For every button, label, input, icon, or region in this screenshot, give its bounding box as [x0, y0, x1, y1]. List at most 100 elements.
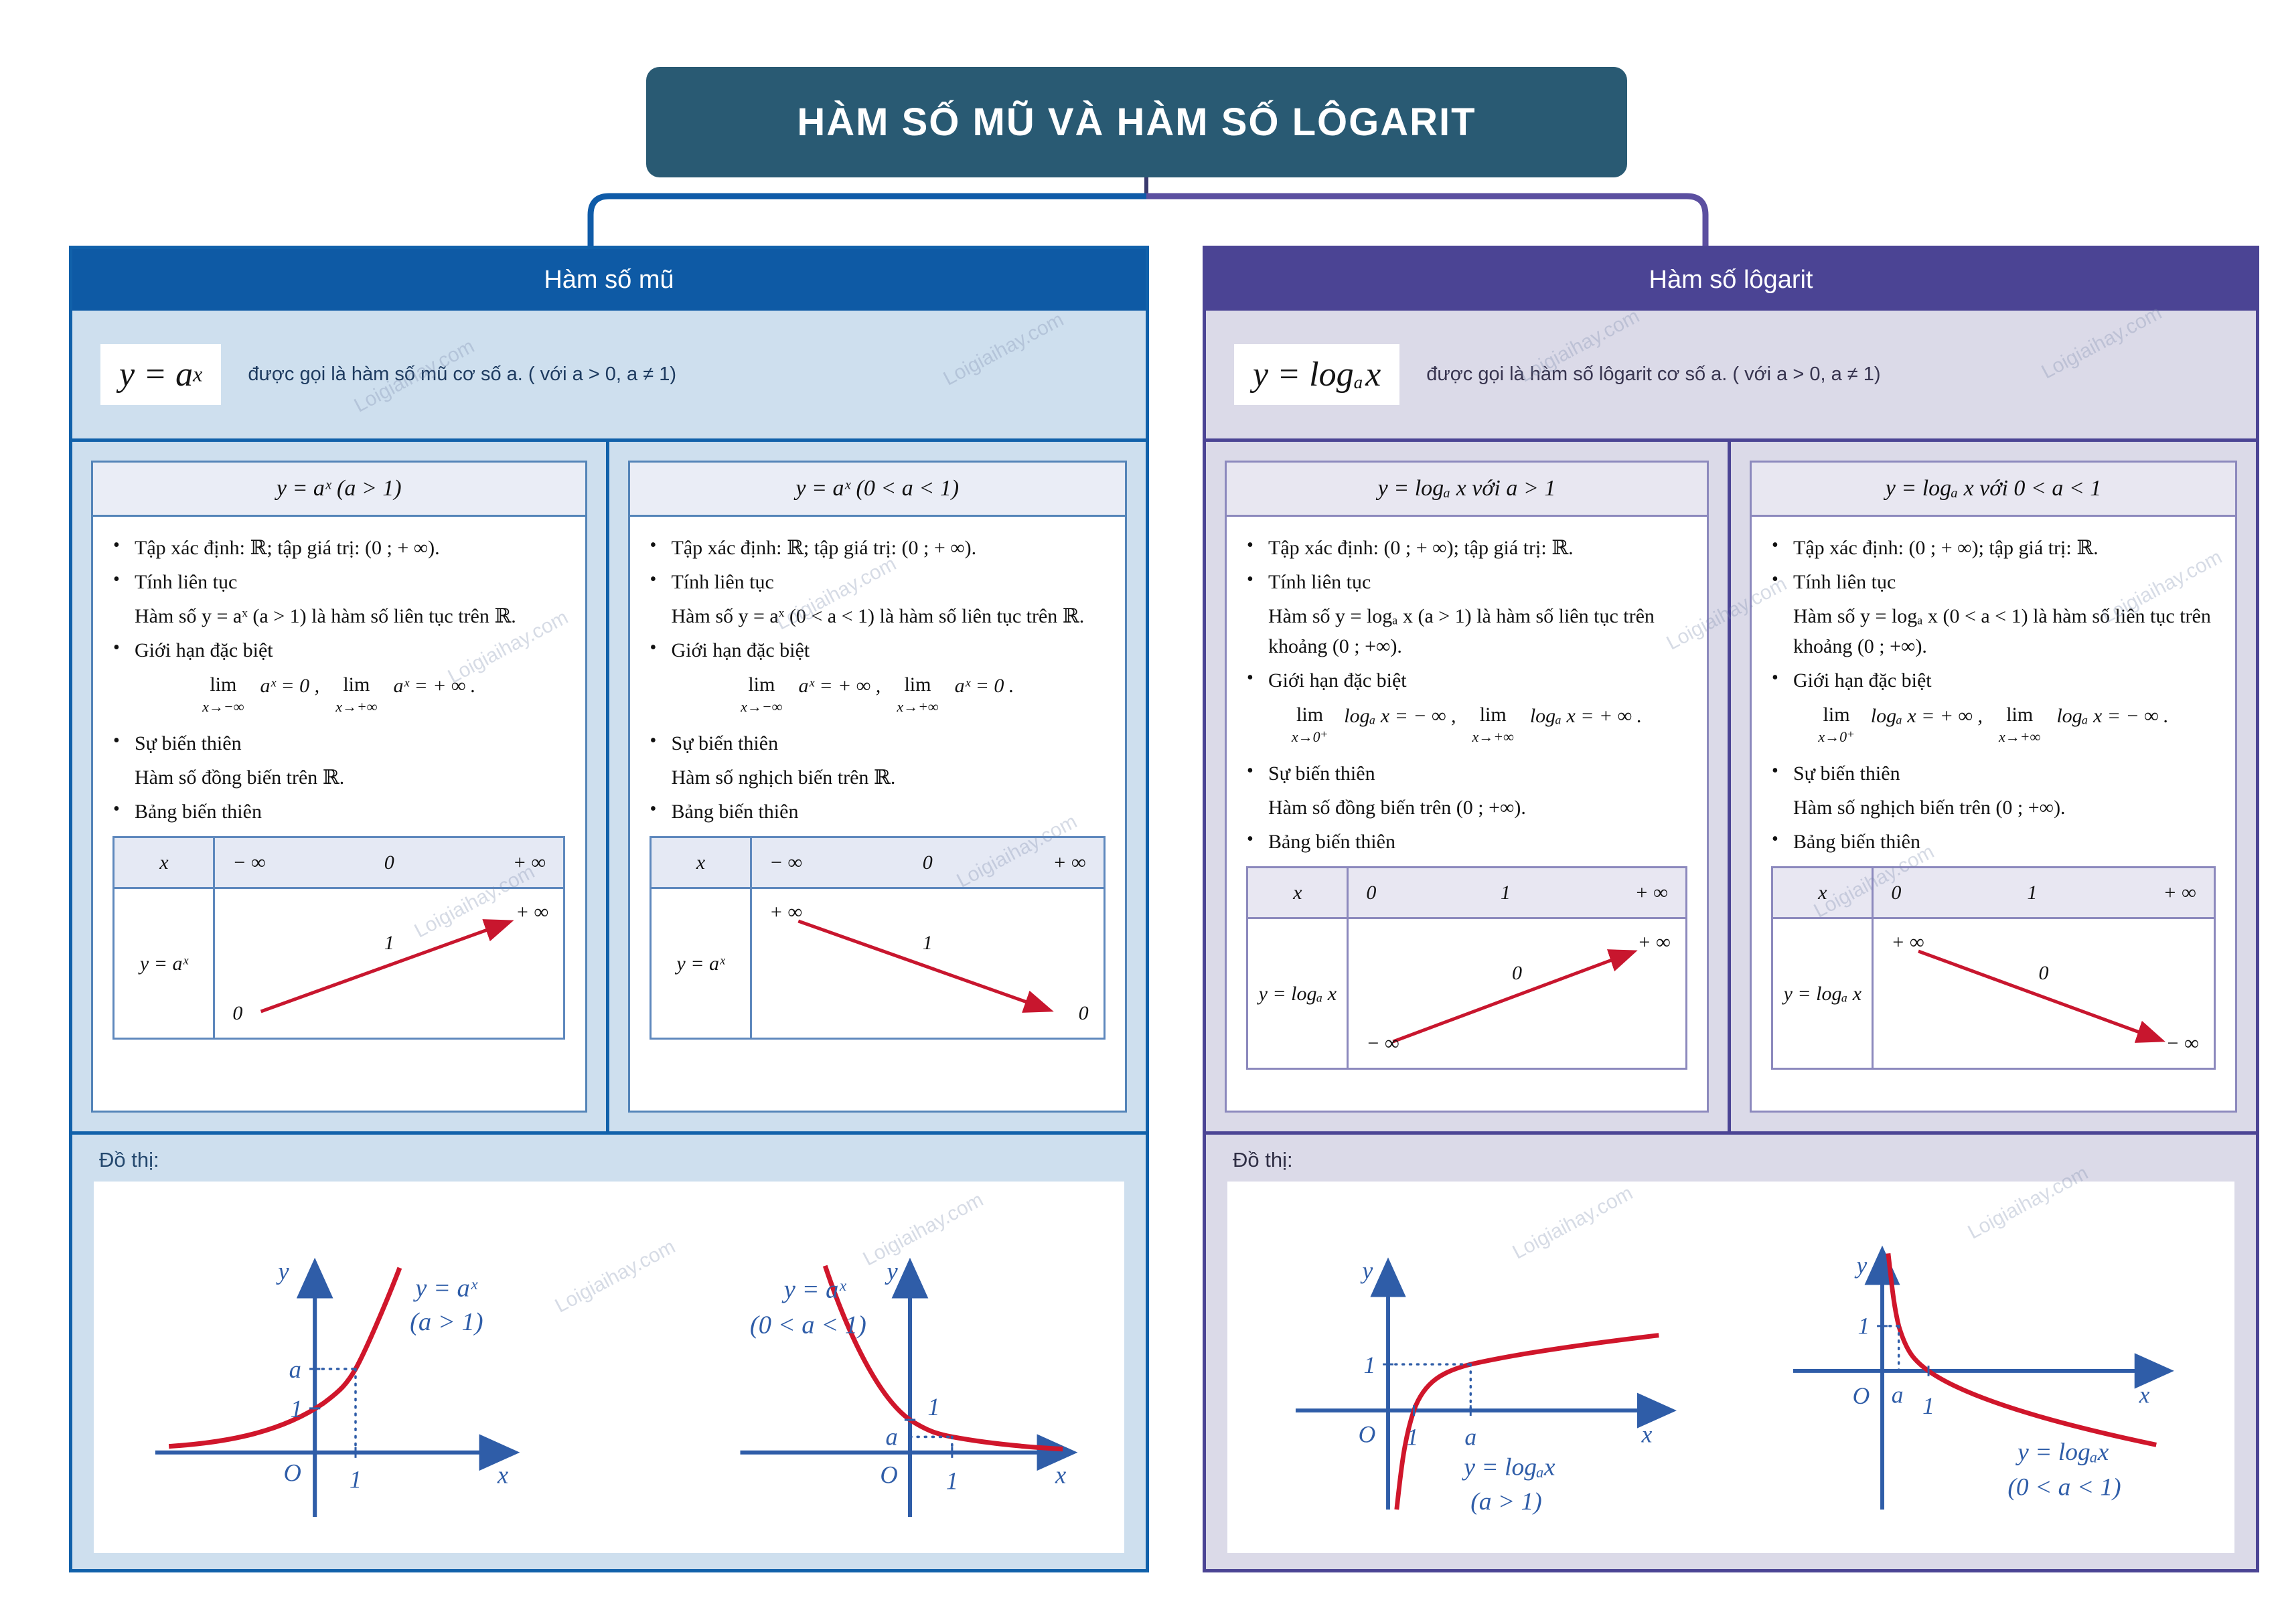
right-definition-row: y = loga x được gọi là hàm số lôgarit cơ…	[1206, 311, 2256, 442]
bullet-icon: •	[113, 730, 120, 751]
lim-expr: aˣ = 0 .	[954, 675, 1014, 697]
variation-table-body: y = logₐ x − ∞ 0 + ∞	[1248, 919, 1685, 1068]
origin-label: O	[1853, 1382, 1870, 1409]
graph-logarithm-0-lt-a-lt-1: y x O a 1 1 y = logₐx (0 < a < 1)	[1793, 1245, 2174, 1510]
property-box: y = aˣ (0 < a < 1) • Tập xác định: ℝ; tập…	[627, 461, 1127, 1113]
right-columns: y = logₐ x với a > 1 • Tập xác định: (0 ;…	[1206, 442, 2256, 1131]
bullet-limits: • Giới hạn đặc biệt	[1244, 665, 1689, 696]
variation-text: Hàm số nghịch biến trên ℝ.	[671, 766, 896, 789]
panel-ham-so-mu: Hàm số mũ y = ax được gọi là hàm số mũ c…	[69, 246, 1149, 1572]
bullet-icon: •	[1772, 535, 1778, 556]
bullet-icon: •	[113, 535, 120, 556]
formula-base: y = log	[1253, 355, 1354, 394]
right-definition-formula: y = loga x	[1234, 344, 1400, 405]
lim-group: lim x→−∞	[741, 673, 783, 715]
bullet-table: • Bảng biến thiên	[1769, 827, 2218, 857]
lim-group: lim x→0⁺	[1818, 704, 1855, 745]
left-definition-row: y = ax được gọi là hàm số mũ cơ số a. ( …	[72, 311, 1146, 442]
bullet-icon: •	[1247, 667, 1253, 688]
vt-arrow-cell: 0 1 + ∞	[215, 889, 563, 1038]
lim-group: lim x→−∞	[202, 673, 244, 715]
bullet-icon: •	[650, 535, 657, 556]
x-tick-1: 1	[1922, 1392, 1934, 1419]
lim-expr: logₐ x = − ∞ ,	[1344, 705, 1456, 727]
bullet-continuity: • Tính liên tục	[1769, 567, 2218, 597]
bullet-icon: •	[1247, 535, 1253, 556]
x-tick-a: a	[1464, 1423, 1476, 1450]
bullet-limits: • Giới hạn đặc biệt	[648, 635, 1108, 665]
right-panel-title: Hàm số lôgarit	[1649, 265, 1813, 294]
limits-row: lim x→0⁺ logₐ x = + ∞ , lim x→+∞ logₐ x = …	[1769, 700, 2218, 748]
left-graphs-label: Đồ thị:	[99, 1148, 159, 1171]
y-tick-1: 1	[1858, 1312, 1870, 1339]
panel-ham-so-logarit: Hàm số lôgarit y = loga x được gọi là hà…	[1203, 246, 2259, 1572]
limits-row: lim x→0⁺ logₐ x = − ∞ , lim x→+∞ logₐ x = …	[1244, 700, 1689, 748]
column-content: • Tập xác định: ℝ; tập giá trị: (0 ; + ∞)…	[630, 517, 1126, 1111]
decrease-arrow-icon	[1918, 949, 2166, 1043]
right-graphs-box: y x O 1 a 1 y = logₐx (a > 1) y x	[1227, 1182, 2234, 1553]
decrease-arrow-icon	[797, 919, 1054, 1013]
lim-expr: logₐ x = + ∞ .	[1529, 705, 1643, 727]
lim-expr: logₐ x = − ∞ .	[2056, 705, 2169, 727]
x-tick-1: 1	[945, 1467, 958, 1494]
bullet-variation: • Sự biến thiên	[1769, 758, 2218, 789]
right-column-0-lt-a-lt-1: y = logₐ x với 0 < a < 1 • Tập xác định: …	[1731, 442, 2256, 1131]
left-column-a-gt-1: y = aˣ (a > 1) • Tập xác định: ℝ; tập giá…	[72, 442, 609, 1131]
bullet-icon: •	[650, 637, 657, 658]
page-title: HÀM SỐ MŨ VÀ HÀM SỐ LÔGARIT	[646, 67, 1627, 177]
graph-exponential-0-lt-a-lt-1: y x O 1 a 1 y = aˣ (0 < a < 1)	[740, 1257, 1078, 1517]
property-box: y = logₐ x với 0 < a < 1 • Tập xác định: …	[1750, 461, 2237, 1113]
variation-table-body: y = logₐ x + ∞ 0 − ∞	[1773, 919, 2214, 1068]
bullet-table: • Bảng biến thiên	[1244, 827, 1689, 857]
column-content: • Tập xác định: (0 ; + ∞); tập giá trị: ℝ…	[1752, 517, 2235, 1111]
right-panel-header: Hàm số lôgarit	[1206, 249, 2256, 311]
left-graphs-section: Đồ thị: y x O 1 1 a y = aˣ (a > 1)	[72, 1131, 1146, 1569]
y-tick-a: a	[885, 1423, 897, 1450]
bullet-domain: • Tập xác định: (0 ; + ∞); tập giá trị: ℝ…	[1244, 533, 1689, 563]
bullet-table: • Bảng biến thiên	[648, 797, 1108, 827]
bullet-continuity: • Tính liên tục	[1244, 567, 1689, 597]
y-tick-1: 1	[1364, 1351, 1376, 1378]
origin-label: O	[284, 1459, 301, 1486]
vt-y-label: y = aˣ	[115, 889, 216, 1038]
y-tick-a: a	[289, 1356, 301, 1383]
x-tick-a: a	[1892, 1381, 1904, 1408]
variation-table: x 0 1 + ∞ y = logₐ x	[1246, 866, 1687, 1070]
column-header: y = aˣ (0 < a < 1)	[629, 463, 1125, 517]
vt-x-label: x	[1773, 868, 1874, 917]
column-header: y = logₐ x với a > 1	[1227, 463, 1707, 517]
y-axis-label: y	[276, 1257, 290, 1285]
variation-table-header: x − ∞ 0 + ∞	[115, 838, 564, 889]
curve-label: y = aˣ	[413, 1274, 479, 1302]
formula-base: y = a	[119, 355, 194, 394]
lim-group: lim x→+∞	[335, 673, 378, 715]
graph-exponential-a-gt-1: y x O 1 1 a y = aˣ (a > 1)	[155, 1257, 520, 1517]
vt-x-values: 0 1 + ∞	[1366, 882, 1668, 904]
x-tick-1: 1	[1407, 1423, 1419, 1450]
variation-text: Hàm số đồng biến trên ℝ.	[135, 766, 345, 789]
vt-x-label: x	[1248, 868, 1349, 917]
right-graphs-section: Đồ thị: y x O 1 a 1 y = logₐx (a >	[1206, 1131, 2256, 1569]
bullet-icon: •	[1247, 760, 1253, 781]
x-axis-label: x	[497, 1461, 508, 1488]
bullet-icon: •	[1247, 829, 1253, 849]
y-axis-label: y	[884, 1257, 898, 1285]
continuity-text: Hàm số y = logₐ x (0 < a < 1) là hàm số …	[1793, 605, 2211, 657]
bullet-limits: • Giới hạn đặc biệt	[110, 635, 568, 665]
variation-text: Hàm số nghịch biến trên (0 ; +∞).	[1793, 797, 2066, 819]
left-column-0-lt-a-lt-1: y = aˣ (0 < a < 1) • Tập xác định: ℝ; tập…	[609, 442, 1146, 1131]
column-header: y = aˣ (a > 1)	[93, 463, 585, 517]
bullet-continuity: • Tính liên tục	[110, 567, 568, 597]
bullet-icon: •	[113, 637, 120, 658]
vt-x-values: − ∞ 0 + ∞	[232, 851, 546, 874]
bullet-icon: •	[1247, 569, 1253, 590]
bullet-variation: • Sự biến thiên	[110, 728, 568, 758]
variation-text: Hàm số đồng biến trên (0 ; +∞).	[1268, 797, 1526, 819]
y-tick-1: 1	[291, 1395, 303, 1423]
right-graphs-label: Đồ thị:	[1233, 1148, 1293, 1171]
lim-group: lim x→+∞	[1472, 704, 1514, 745]
continuity-text: Hàm số y = aˣ (0 < a < 1) là hàm số liên…	[671, 605, 1085, 627]
vt-x-label: x	[115, 838, 216, 887]
bullet-domain: • Tập xác định: ℝ; tập giá trị: (0 ; + ∞)…	[648, 533, 1108, 563]
vt-x-values: 0 1 + ∞	[1891, 882, 2196, 904]
